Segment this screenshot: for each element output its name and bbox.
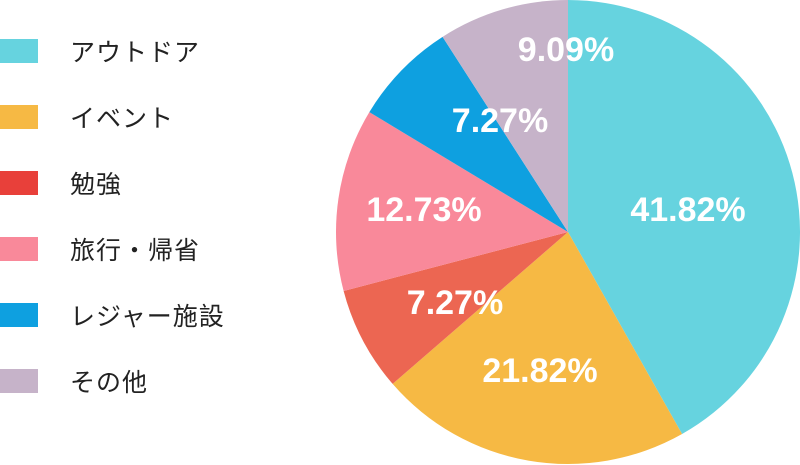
legend-swatch [0, 303, 38, 327]
legend-swatch [0, 105, 38, 129]
slice-label: 9.09% [518, 31, 614, 69]
legend-swatch [0, 237, 38, 261]
slice-outdoor [568, 0, 800, 435]
slice-other [442, 0, 568, 232]
pie-slice-labels: 41.82% 21.82% 7.27% 12.73% 7.27% 9.09% [366, 31, 745, 390]
legend-item-study: 勉強 [0, 163, 122, 203]
slice-study [343, 232, 568, 384]
legend-item-outdoor: アウトドア [0, 31, 200, 71]
legend-swatch [0, 171, 38, 195]
legend-label: 勉強 [70, 170, 123, 199]
legend-item-leisure: レジャー施設 [0, 295, 225, 335]
legend-item-travel: 旅行・帰省 [0, 229, 200, 269]
legend-item-other: その他 [0, 361, 148, 401]
legend-label: その他 [70, 368, 149, 397]
slice-label: 21.82% [482, 352, 597, 390]
legend-label: レジャー施設 [70, 302, 225, 331]
slice-travel [335, 112, 568, 291]
legend-swatch [0, 369, 38, 393]
slice-label: 41.82% [630, 191, 745, 229]
legend-label: イベント [70, 104, 175, 133]
legend-item-event: イベント [0, 97, 174, 137]
pie-slices [335, 0, 800, 465]
slice-label: 7.27% [407, 284, 503, 322]
slice-leisure [369, 36, 568, 232]
legend-label: 旅行・帰省 [70, 236, 201, 265]
legend-swatch [0, 39, 38, 63]
legend-label: アウトドア [70, 38, 201, 67]
slice-label: 12.73% [366, 191, 481, 229]
slice-label: 7.27% [452, 102, 548, 140]
slice-event [392, 232, 683, 465]
